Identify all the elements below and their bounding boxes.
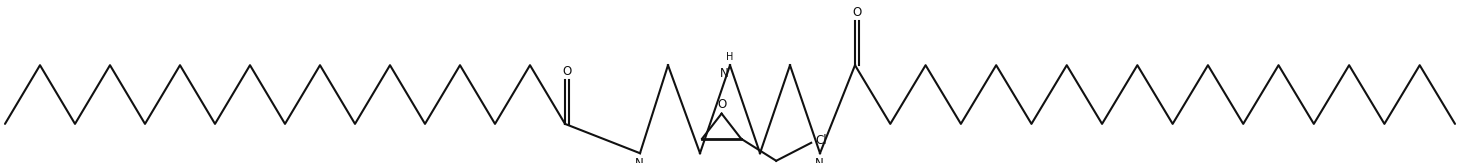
Text: H: H bbox=[726, 52, 733, 62]
Text: N: N bbox=[815, 157, 824, 163]
Text: Cl: Cl bbox=[815, 134, 827, 147]
Text: N: N bbox=[635, 157, 644, 163]
Text: N: N bbox=[720, 67, 729, 80]
Text: O: O bbox=[717, 98, 726, 111]
Text: O: O bbox=[562, 65, 572, 78]
Text: O: O bbox=[851, 6, 862, 19]
